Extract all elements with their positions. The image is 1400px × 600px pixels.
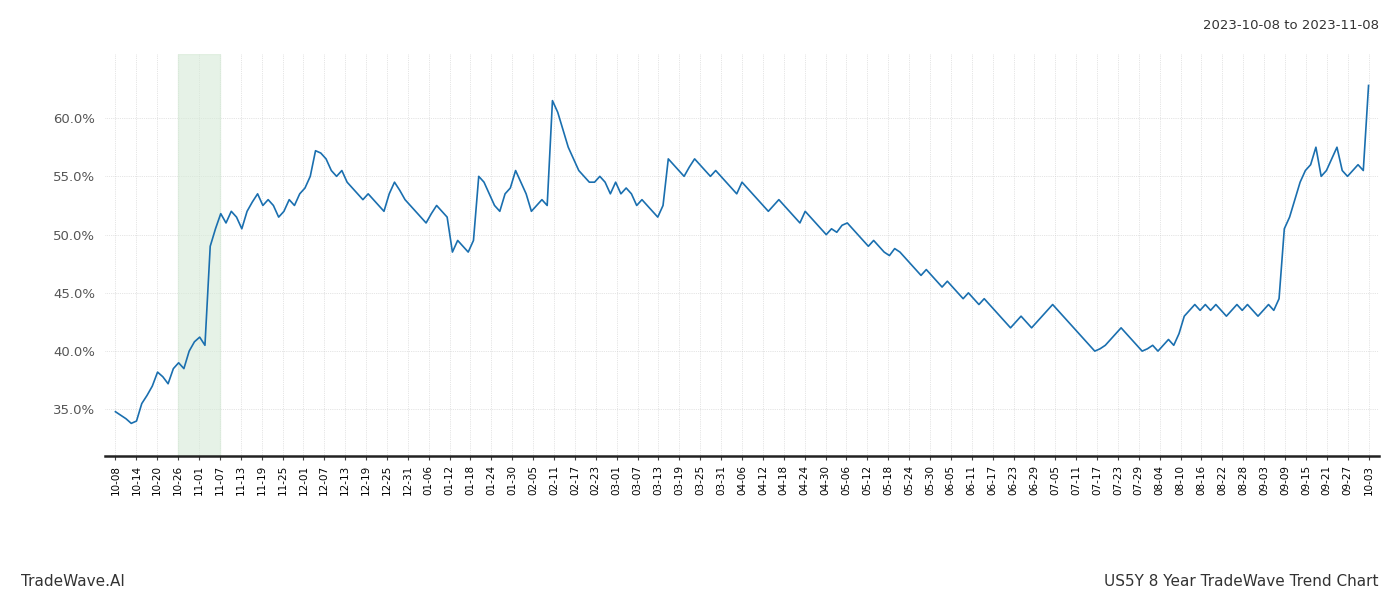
Text: US5Y 8 Year TradeWave Trend Chart: US5Y 8 Year TradeWave Trend Chart — [1105, 574, 1379, 589]
Bar — [178, 54, 220, 456]
Text: 2023-10-08 to 2023-11-08: 2023-10-08 to 2023-11-08 — [1203, 19, 1379, 32]
Text: TradeWave.AI: TradeWave.AI — [21, 574, 125, 589]
